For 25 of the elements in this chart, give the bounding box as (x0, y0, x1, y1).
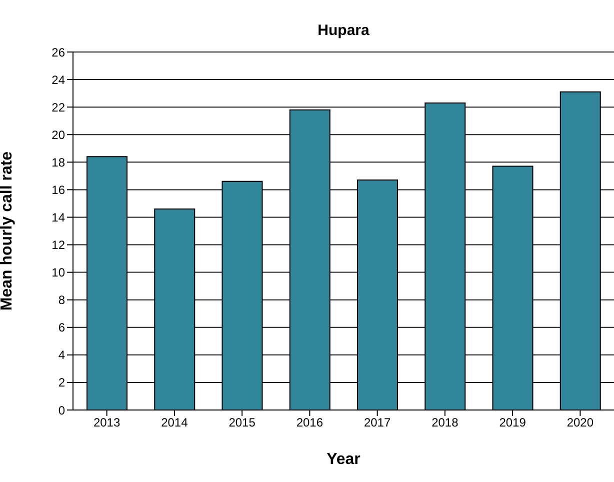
x-tick-label: 2020 (566, 416, 594, 430)
x-tick-label: 2015 (228, 416, 256, 430)
y-tick-label: 10 (52, 266, 66, 280)
y-axis-title: Mean hourly call rate (0, 151, 16, 311)
x-tick-label: 2017 (364, 416, 391, 430)
x-tick-label: 2018 (432, 416, 459, 430)
y-tick-label: 16 (52, 182, 66, 197)
x-tick-label: 2019 (499, 416, 526, 430)
y-tick-label: 18 (52, 155, 66, 170)
y-tick-label: 20 (52, 128, 66, 142)
x-tick-label: 2016 (296, 416, 324, 430)
y-tick-label: 4 (58, 348, 66, 362)
y-tick-label: 2 (58, 376, 66, 390)
y-tick-label: 12 (52, 238, 66, 252)
y-tick-label: 26 (52, 45, 66, 60)
x-tick-label: 2013 (93, 416, 120, 430)
y-tick-label: 0 (58, 403, 66, 418)
y-tick-label: 24 (52, 72, 66, 87)
chart-title: Hupara (316, 22, 370, 39)
y-tick-label: 22 (52, 100, 66, 114)
y-tick-label: 14 (52, 210, 66, 224)
x-axis-title: Year (326, 451, 360, 468)
x-tick-label: 2014 (161, 416, 188, 430)
y-tick-label: 6 (58, 320, 66, 335)
y-tick-label: 8 (58, 293, 66, 308)
